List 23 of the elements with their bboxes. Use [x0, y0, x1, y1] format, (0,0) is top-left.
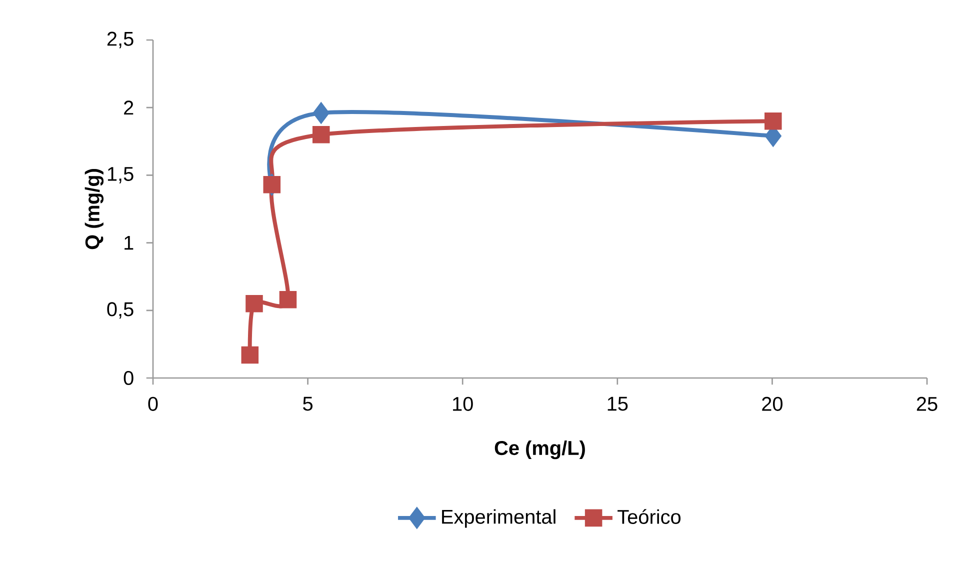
y-tick-label: 2,5 — [107, 32, 134, 48]
point — [241, 346, 259, 364]
x-axis-title: Ce (mg/L) — [494, 440, 585, 460]
x-tick-label: 0 — [148, 396, 158, 411]
point — [246, 295, 263, 312]
y-tick-label: 2 — [124, 100, 134, 115]
legend-label: Teórico — [618, 509, 681, 524]
point — [279, 290, 297, 308]
x-tick-label: 15 — [608, 396, 628, 411]
x-tick-label: 10 — [453, 396, 473, 411]
point — [764, 112, 782, 130]
y-axis-title: Q (mg/g) — [84, 169, 104, 250]
point — [263, 176, 281, 194]
x-tick-label: 25 — [916, 396, 938, 411]
x-tick-label: 20 — [762, 396, 782, 411]
point — [312, 126, 330, 144]
y-tick-label: 1 — [124, 236, 134, 250]
y-tick-label: 0,5 — [107, 302, 134, 319]
y-tick-label: 0 — [124, 370, 134, 386]
x-tick-label: 5 — [303, 396, 313, 411]
y-tick-label: 1,5 — [108, 167, 134, 184]
point — [313, 103, 330, 123]
legend-label: Experimental — [442, 509, 556, 528]
